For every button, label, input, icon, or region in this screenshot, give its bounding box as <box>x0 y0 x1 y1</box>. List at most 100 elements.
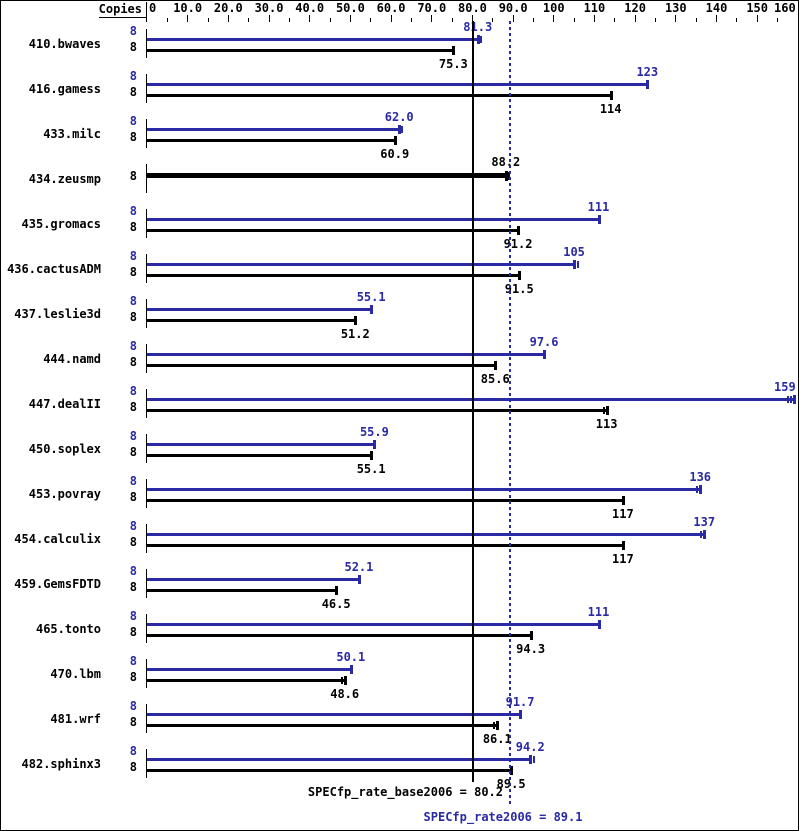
base-value-label: 117 <box>612 507 634 521</box>
base-value-label: 94.3 <box>516 642 546 656</box>
copies-value: 8 <box>129 400 137 414</box>
peak-bar-cap <box>792 395 796 404</box>
peak-value-label: 123 <box>636 65 659 79</box>
peak-bar <box>147 398 794 401</box>
benchmark-label: 482.sphinx3 <box>21 757 101 771</box>
peak-bar <box>147 488 701 491</box>
base-bar <box>147 589 337 592</box>
base-bar-cap <box>622 541 626 550</box>
base-bar <box>147 634 531 637</box>
peak-bar <box>147 578 359 581</box>
axis-minor-tick <box>695 18 697 22</box>
base-bar-cap <box>343 676 347 685</box>
copies-value: 8 <box>129 535 137 549</box>
base-value-label: 48.6 <box>330 687 360 701</box>
copies-value: 8 <box>129 169 137 183</box>
base-value-label: 91.2 <box>503 237 533 251</box>
copies-value: 8 <box>129 114 137 128</box>
peak-bar-cap <box>646 80 650 89</box>
axis-minor-tick <box>329 18 331 22</box>
base-run-tick <box>493 722 496 729</box>
axis-tick-label: 70.0 <box>417 1 447 15</box>
axis-minor-tick <box>533 18 535 22</box>
copies-value: 8 <box>129 609 137 623</box>
base-bar-cap <box>605 406 609 415</box>
base-bar-cap <box>393 136 397 145</box>
copies-value: 8 <box>129 760 137 774</box>
base-value-label: 91.5 <box>504 282 534 296</box>
benchmark-label: 410.bwaves <box>28 37 101 51</box>
peak-rate-reference-line <box>508 21 511 807</box>
peak-bar <box>147 533 705 536</box>
base-value-label: 117 <box>612 552 634 566</box>
copies-value: 8 <box>129 715 137 729</box>
peak-value-label: 111 <box>587 200 610 214</box>
copies-value: 8 <box>129 249 137 263</box>
axis-minor-tick <box>370 18 372 22</box>
axis-minor-tick <box>451 18 453 22</box>
copies-value: 8 <box>129 85 137 99</box>
peak-run-tick <box>786 396 789 403</box>
base-value-label: 60.9 <box>380 147 410 161</box>
copies-value: 8 <box>129 40 137 54</box>
base-bar-cap <box>370 451 374 460</box>
base-run-tick <box>340 677 343 684</box>
peak-bar-cap <box>703 530 707 539</box>
axis-tick-label: 20.0 <box>213 1 243 15</box>
copies-value: 8 <box>129 564 137 578</box>
peak-bar <box>147 128 400 131</box>
base-bar <box>147 94 611 97</box>
base-bar <box>147 454 372 457</box>
axis-minor-tick <box>573 18 575 22</box>
peak-run-tick <box>401 126 404 133</box>
base-value-label: 86.1 <box>482 732 512 746</box>
axis-tick-label: 30.0 <box>254 1 284 15</box>
axis-segment <box>146 659 147 688</box>
peak-bar-cap <box>476 35 480 44</box>
peak-value-label: 105 <box>563 245 585 259</box>
axis-major-tick <box>675 15 677 22</box>
axis-minor-tick <box>614 18 616 22</box>
axis-tick-label: 140 <box>705 1 728 15</box>
axis-major-tick <box>431 15 433 22</box>
peak-run-tick <box>696 486 699 493</box>
benchmark-label: 454.calculix <box>14 532 101 546</box>
base-bar-cap <box>354 316 358 325</box>
copies-header-underline <box>99 17 147 18</box>
base-rate-reference-line <box>472 21 475 782</box>
axis-minor-tick <box>492 18 494 22</box>
peak-value-label: 81.3 <box>463 20 493 34</box>
axis-minor-tick <box>248 18 250 22</box>
peak-value-label: 137 <box>693 515 716 529</box>
copies-value: 8 <box>129 744 137 758</box>
peak-bar <box>147 353 545 356</box>
axis-major-tick <box>756 15 758 22</box>
peak-bar <box>147 263 575 266</box>
copies-value: 8 <box>129 490 137 504</box>
copies-value: 8 <box>129 445 137 459</box>
base-bar <box>147 364 496 367</box>
copies-value: 8 <box>129 429 137 443</box>
axis-major-tick <box>472 15 473 22</box>
axis-segment <box>146 209 147 238</box>
peak-bar-cap <box>573 260 577 269</box>
peak-value-label: 52.1 <box>344 560 374 574</box>
axis-major-tick <box>187 15 189 22</box>
axis-tick-label: 0 <box>149 1 157 15</box>
base-bar <box>147 499 624 502</box>
peak-value-label: 55.1 <box>356 290 386 304</box>
benchmark-label: 436.cactusADM <box>7 262 101 276</box>
peak-rate-summary-label: SPECfp_rate2006 = 89.1 <box>423 810 583 824</box>
base-bar-cap <box>609 91 613 100</box>
copies-value: 8 <box>129 130 137 144</box>
copies-value: 8 <box>129 265 137 279</box>
peak-bar-cap <box>398 125 402 134</box>
axis-major-tick <box>390 15 392 22</box>
base-bar <box>147 409 607 412</box>
axis-segment <box>146 344 147 373</box>
peak-run-tick <box>700 531 703 538</box>
base-bar <box>147 544 624 547</box>
benchmark-label: 434.zeusmp <box>28 172 101 186</box>
axis-tick-label: 10.0 <box>173 1 203 15</box>
